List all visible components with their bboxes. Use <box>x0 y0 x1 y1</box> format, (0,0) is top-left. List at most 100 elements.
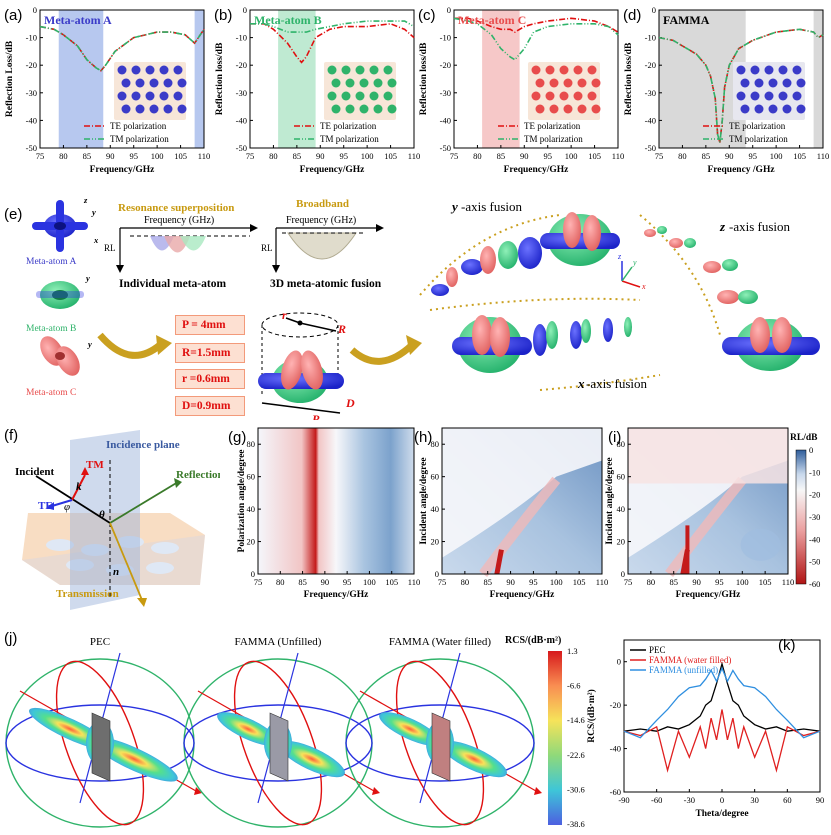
map-blue-blob <box>740 528 781 561</box>
y-tick-label: 0 <box>621 569 625 579</box>
panel-c: 75 80 85 90 95 100 105 110 0 -10 -20 -30 -40 -50 TE po… <box>414 0 626 178</box>
unit-cell-dot <box>559 91 569 101</box>
unit-cell-dot <box>750 65 760 75</box>
rl-label-2: RL <box>261 243 273 253</box>
panel-b: 75 80 85 90 95 100 105 110 0 -10 -20 -30 -40 -50 TE po… <box>210 0 422 178</box>
unit-cell-dot <box>117 91 127 101</box>
x-tick-label: 110 <box>408 577 420 587</box>
x-tick-label: 75 <box>246 151 255 161</box>
k-label: k <box>76 481 82 493</box>
unit-cell-dot <box>373 78 383 88</box>
y-tick-label: -30 <box>236 88 247 98</box>
y-tick-label: -50 <box>645 143 656 153</box>
series-line-0 <box>454 17 619 34</box>
globe-title: FAMMA (Water filled) <box>389 636 492 648</box>
x-tick-label: 95 <box>748 151 757 161</box>
param-D: D=0.9mm <box>175 396 245 416</box>
unit-cell-dot <box>159 65 169 75</box>
x-tick-label: 80 <box>276 577 285 587</box>
y-tick-label: 20 <box>431 537 440 547</box>
unit-cell-dot <box>373 104 383 114</box>
globe-ring-blue <box>345 704 535 782</box>
unit-cell-dot <box>383 65 393 75</box>
panel-label: (d) <box>623 7 641 24</box>
unit-cell-dot <box>740 104 750 114</box>
unit-cell-dot <box>796 104 806 114</box>
x-tick-label: 100 <box>550 577 563 587</box>
panel-a: 75 80 85 90 95 100 105 110 0 -10 -20 -30 -40 -50 TE po… <box>0 0 212 178</box>
rcs-colorbar-tick: -6.6 <box>567 681 580 691</box>
y-tick-label: -50 <box>440 143 451 153</box>
unit-cell-dot <box>159 91 169 101</box>
unit-cell-dot <box>359 104 369 114</box>
panel-j: (j) PEC FAMMA (Unfilled) FAMMA (Water fille… <box>0 625 610 830</box>
resonance-title: Resonance superposition <box>118 202 234 214</box>
x-tick-label: 90 <box>106 151 115 161</box>
arrow-1-icon <box>97 332 163 359</box>
y-tick-label: -20 <box>610 700 621 710</box>
unit-cell-dot <box>587 91 597 101</box>
y-axis-label: Polarization angle/degree <box>237 450 247 553</box>
colorbar-tick: -40 <box>809 534 820 544</box>
unit-cell-dot <box>359 78 369 88</box>
x-tick-label: 95 <box>543 151 552 161</box>
sample-plate <box>431 712 451 782</box>
unit-cell-dot <box>341 91 351 101</box>
colorbar-tick: -50 <box>809 557 820 567</box>
y-tick-label: -30 <box>440 88 451 98</box>
y-tick-label: -10 <box>26 33 37 43</box>
x-tick-label: 75 <box>254 577 263 587</box>
panel-d: 75 80 85 90 95 100 105 110 0 -10 -20 -30 -40 -50 TE po… <box>619 0 831 178</box>
x-tick-label: 85 <box>483 577 492 587</box>
panel-title: Meta-atom B <box>254 13 322 27</box>
legend-tm: TM polarization <box>524 134 583 144</box>
y-tick-label: 0 <box>617 657 621 667</box>
unit-cell-dot <box>177 104 187 114</box>
unit-cell-dot <box>345 104 355 114</box>
unit-cell-dot <box>177 78 187 88</box>
sample-plate <box>91 712 111 782</box>
x-tick-label: 75 <box>450 151 459 161</box>
series-line-0 <box>250 22 415 64</box>
highlight-band <box>482 10 520 148</box>
unit-cell-dot <box>782 78 792 88</box>
x-axis-label: Frequency/GHz <box>676 590 742 600</box>
x-tick-label: -60 <box>651 795 662 805</box>
individual-label: Individual meta-atom <box>119 278 226 290</box>
colorbar-tick: -20 <box>809 490 820 500</box>
y-tick-label: -10 <box>440 33 451 43</box>
x-tick-label: 90 <box>321 577 330 587</box>
unit-cell-dot <box>764 91 774 101</box>
y-axis-label: Incident angle/degree <box>605 457 615 544</box>
x-tick-label: 110 <box>408 151 420 161</box>
y-tick-label: 60 <box>617 472 626 482</box>
x-tick-label: 105 <box>385 577 398 587</box>
rl-chart-a: 75 80 85 90 95 100 105 110 0 -10 -20 -30 -40 -50 TE po… <box>4 5 210 175</box>
y-tick-label: -40 <box>236 115 247 125</box>
x-tick-label: 100 <box>363 577 376 587</box>
x-tick-label: 95 <box>339 151 348 161</box>
y-tick-label: 40 <box>247 504 256 514</box>
panel-f-label: (f) <box>4 427 18 444</box>
globe-ring-red <box>395 660 485 826</box>
rcs-colorbar-tick: 1.3 <box>567 646 578 656</box>
unit-cell-dot <box>778 91 788 101</box>
unit-cell-dot <box>355 65 365 75</box>
unit-cell-dot <box>135 104 145 114</box>
y-tick-label: -20 <box>645 60 656 70</box>
legend-te: TE polarization <box>110 121 167 131</box>
meta-atom-b-icon <box>36 281 84 309</box>
rl-chart-b: 75 80 85 90 95 100 105 110 0 -10 -20 -30 -40 -50 TE po… <box>214 5 420 175</box>
axis-z-label: z <box>83 195 88 205</box>
legend-te: TE polarization <box>524 121 581 131</box>
x-tick-label: 100 <box>151 151 164 161</box>
param-P: P = 4mm <box>175 315 245 335</box>
y-tick-label: -20 <box>440 60 451 70</box>
meta-atom-a-label: Meta-atom A <box>26 257 77 267</box>
unit-cell-dot <box>163 104 173 114</box>
unit-cell-dot <box>792 65 802 75</box>
x-tick-label: 95 <box>129 151 138 161</box>
y-tick-label: 0 <box>243 5 247 15</box>
y-tick-label: 80 <box>617 439 626 449</box>
rl-chart-c: 75 80 85 90 95 100 105 110 0 -10 -20 -30 -40 -50 TE po… <box>418 5 624 175</box>
